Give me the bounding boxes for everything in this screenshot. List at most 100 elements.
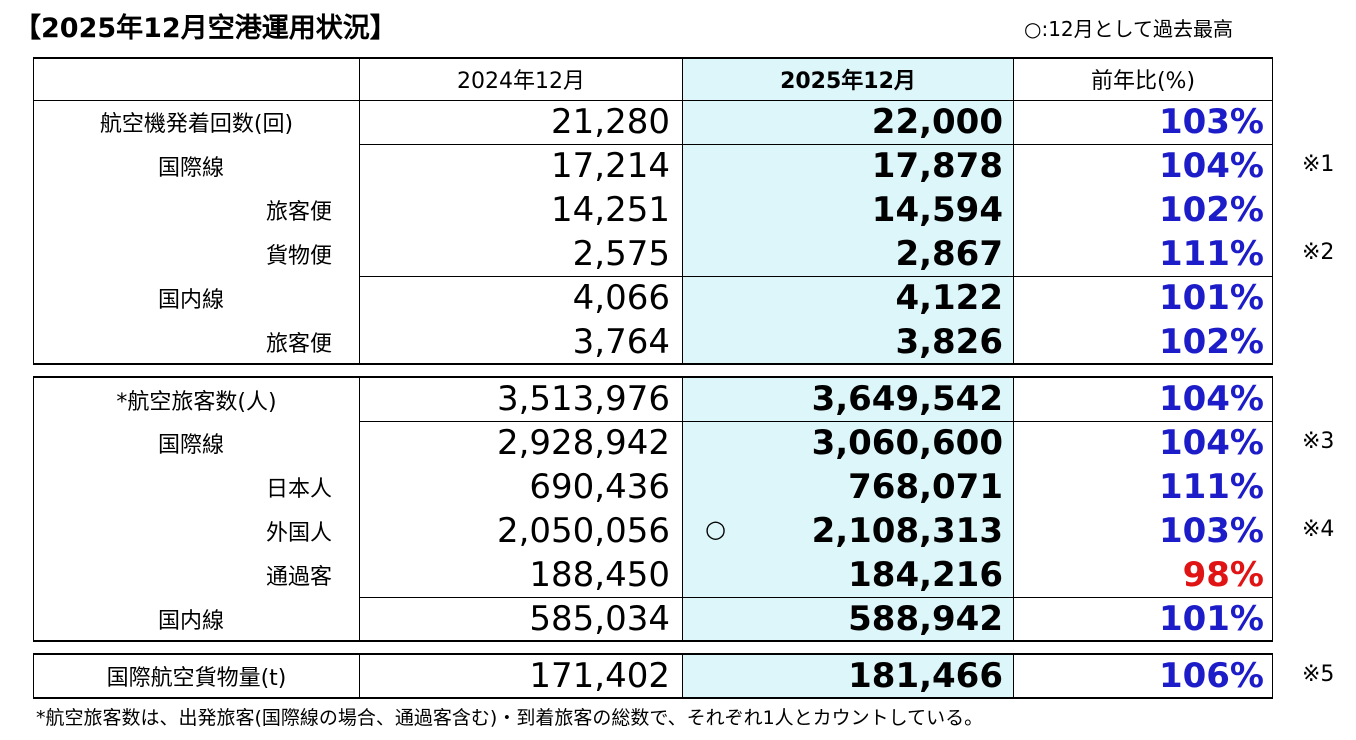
- yoy-ratio-text: 102%: [1158, 190, 1264, 230]
- table-row: 日本人 690,436 768,071 111%: [33, 465, 1273, 509]
- table-row: 国内線 585,034 588,942 101%: [33, 596, 1273, 642]
- current-year-value-text: 3,649,542: [811, 379, 1003, 420]
- row-label: 貨物便: [33, 232, 360, 276]
- prev-year-value-text: 21,280: [551, 102, 670, 142]
- prev-year-value-text: 3,513,976: [496, 379, 670, 420]
- current-year-value: 14,594: [682, 188, 1014, 232]
- current-year-value-text: 22,000: [871, 102, 1003, 142]
- yoy-ratio: 101%: [1013, 596, 1273, 642]
- yoy-ratio: 106%: [1013, 653, 1273, 699]
- header-ratio: 前年比(%): [1013, 57, 1273, 100]
- table-row: 旅客便 3,764 3,826 102%: [33, 320, 1273, 365]
- prev-year-value: 2,928,942: [359, 420, 683, 465]
- row-label: 外国人: [33, 509, 360, 553]
- record-high-mark: ○: [705, 515, 726, 543]
- row-label-text: 旅客便: [266, 331, 333, 357]
- current-year-value: 2,867: [682, 232, 1014, 276]
- prev-year-value: 21,280: [359, 99, 683, 144]
- row-label: *航空旅客数(人): [33, 376, 360, 421]
- prev-year-value: 2,575: [359, 232, 683, 276]
- header-label: [33, 57, 360, 100]
- table-row: 貨物便 2,575 2,867 111%: [33, 232, 1273, 276]
- row-label: 国際航空貨物量(t): [33, 653, 360, 699]
- passengers-table: *航空旅客数(人) 3,513,976 3,649,542 104% 国際線 2,928,…: [33, 376, 1273, 642]
- current-year-value: ○ 2,108,313: [682, 509, 1014, 553]
- table-row: *航空旅客数(人) 3,513,976 3,649,542 104%: [33, 376, 1273, 421]
- yoy-ratio-text: 104%: [1158, 146, 1264, 187]
- aircraft-movements-table: 2024年12月 2025年12月 前年比(%) 航空機発着回数(回) 21,28…: [33, 57, 1273, 365]
- row-note: ※3: [1302, 429, 1335, 454]
- yoy-ratio: 101%: [1013, 275, 1273, 320]
- page-title: 【2025年12月空港運用状況】: [14, 13, 397, 44]
- row-note: ※2: [1302, 240, 1335, 265]
- row-label-text: 貨物便: [266, 244, 333, 269]
- current-year-value: 181,466: [682, 653, 1014, 699]
- row-label: 航空機発着回数(回): [33, 99, 360, 144]
- row-label: 国内線: [33, 276, 360, 320]
- current-year-value: 768,071: [682, 465, 1014, 509]
- yoy-ratio-text: 101%: [1158, 598, 1264, 639]
- current-year-value-text: 768,071: [848, 467, 1003, 507]
- prev-year-value-text: 3,764: [572, 321, 670, 362]
- yoy-ratio: 111%: [1013, 465, 1273, 509]
- current-year-value-text: 2,108,313: [811, 511, 1003, 551]
- cargo-table: 国際航空貨物量(t) 171,402 181,466 106%: [33, 653, 1273, 699]
- current-year-value: 3,649,542: [682, 376, 1014, 421]
- current-year-value-text: 14,594: [871, 190, 1003, 230]
- prev-year-value-text: 585,034: [529, 598, 670, 639]
- yoy-ratio: 102%: [1013, 320, 1273, 365]
- row-label-text: 国内線: [158, 288, 225, 313]
- yoy-ratio-text: 98%: [1182, 554, 1264, 595]
- yoy-ratio-text: 111%: [1158, 233, 1264, 274]
- yoy-ratio: 103%: [1013, 99, 1273, 144]
- yoy-ratio: 111%: [1013, 232, 1273, 276]
- header-current-year: 2025年12月: [682, 57, 1014, 100]
- prev-year-value-text: 17,214: [551, 146, 670, 187]
- table-row: 通過客 188,450 184,216 98%: [33, 553, 1273, 597]
- row-label: 旅客便: [33, 188, 360, 232]
- prev-year-value-text: 171,402: [529, 656, 670, 696]
- row-note: ※1: [1302, 152, 1335, 177]
- current-year-value-text: 3,826: [895, 321, 1003, 362]
- current-year-value: 17,878: [682, 143, 1014, 188]
- row-label-text: 航空機発着回数(回): [99, 112, 294, 138]
- yoy-ratio: 104%: [1013, 420, 1273, 465]
- current-year-value: 4,122: [682, 275, 1014, 320]
- row-label: 通過客: [33, 553, 360, 597]
- yoy-ratio: 103%: [1013, 509, 1273, 553]
- prev-year-value-text: 2,050,056: [496, 511, 670, 551]
- yoy-ratio-text: 106%: [1158, 656, 1264, 696]
- prev-year-value-text: 4,066: [572, 278, 670, 319]
- table-row: 航空機発着回数(回) 21,280 22,000 103%: [33, 99, 1273, 144]
- prev-year-value-text: 14,251: [551, 190, 670, 230]
- current-year-value-text: 4,122: [895, 278, 1003, 319]
- row-label: 旅客便: [33, 320, 360, 365]
- row-note: ※5: [1302, 662, 1335, 687]
- prev-year-value: 188,450: [359, 553, 683, 597]
- yoy-ratio-text: 103%: [1158, 102, 1264, 142]
- table-row: 外国人 2,050,056 ○ 2,108,313 103%: [33, 509, 1273, 553]
- yoy-ratio-text: 103%: [1158, 511, 1264, 551]
- yoy-ratio-text: 104%: [1158, 379, 1264, 420]
- prev-year-value: 171,402: [359, 653, 683, 699]
- yoy-ratio-text: 102%: [1158, 321, 1264, 362]
- current-year-value: 184,216: [682, 553, 1014, 597]
- row-label-text: 通過客: [266, 565, 333, 590]
- current-year-value: 3,060,600: [682, 420, 1014, 465]
- table-header-row: 2024年12月 2025年12月 前年比(%): [33, 57, 1273, 100]
- prev-year-value-text: 2,928,942: [496, 423, 670, 464]
- prev-year-value-text: 690,436: [529, 467, 670, 507]
- current-year-value-text: 3,060,600: [811, 423, 1003, 464]
- row-label-text: 国内線: [158, 608, 225, 634]
- table-row: 国際航空貨物量(t) 171,402 181,466 106%: [33, 653, 1273, 699]
- table-row: 国内線 4,066 4,122 101%: [33, 275, 1273, 320]
- prev-year-value: 3,513,976: [359, 376, 683, 421]
- yoy-ratio: 98%: [1013, 553, 1273, 597]
- header-prev-year: 2024年12月: [359, 57, 683, 100]
- row-label-text: 旅客便: [266, 200, 333, 225]
- row-label-text: 国際線: [158, 433, 225, 458]
- current-year-value-text: 17,878: [871, 146, 1003, 187]
- yoy-ratio-text: 111%: [1158, 467, 1264, 507]
- current-year-value-text: 588,942: [848, 598, 1003, 639]
- row-label: 国際線: [33, 144, 360, 188]
